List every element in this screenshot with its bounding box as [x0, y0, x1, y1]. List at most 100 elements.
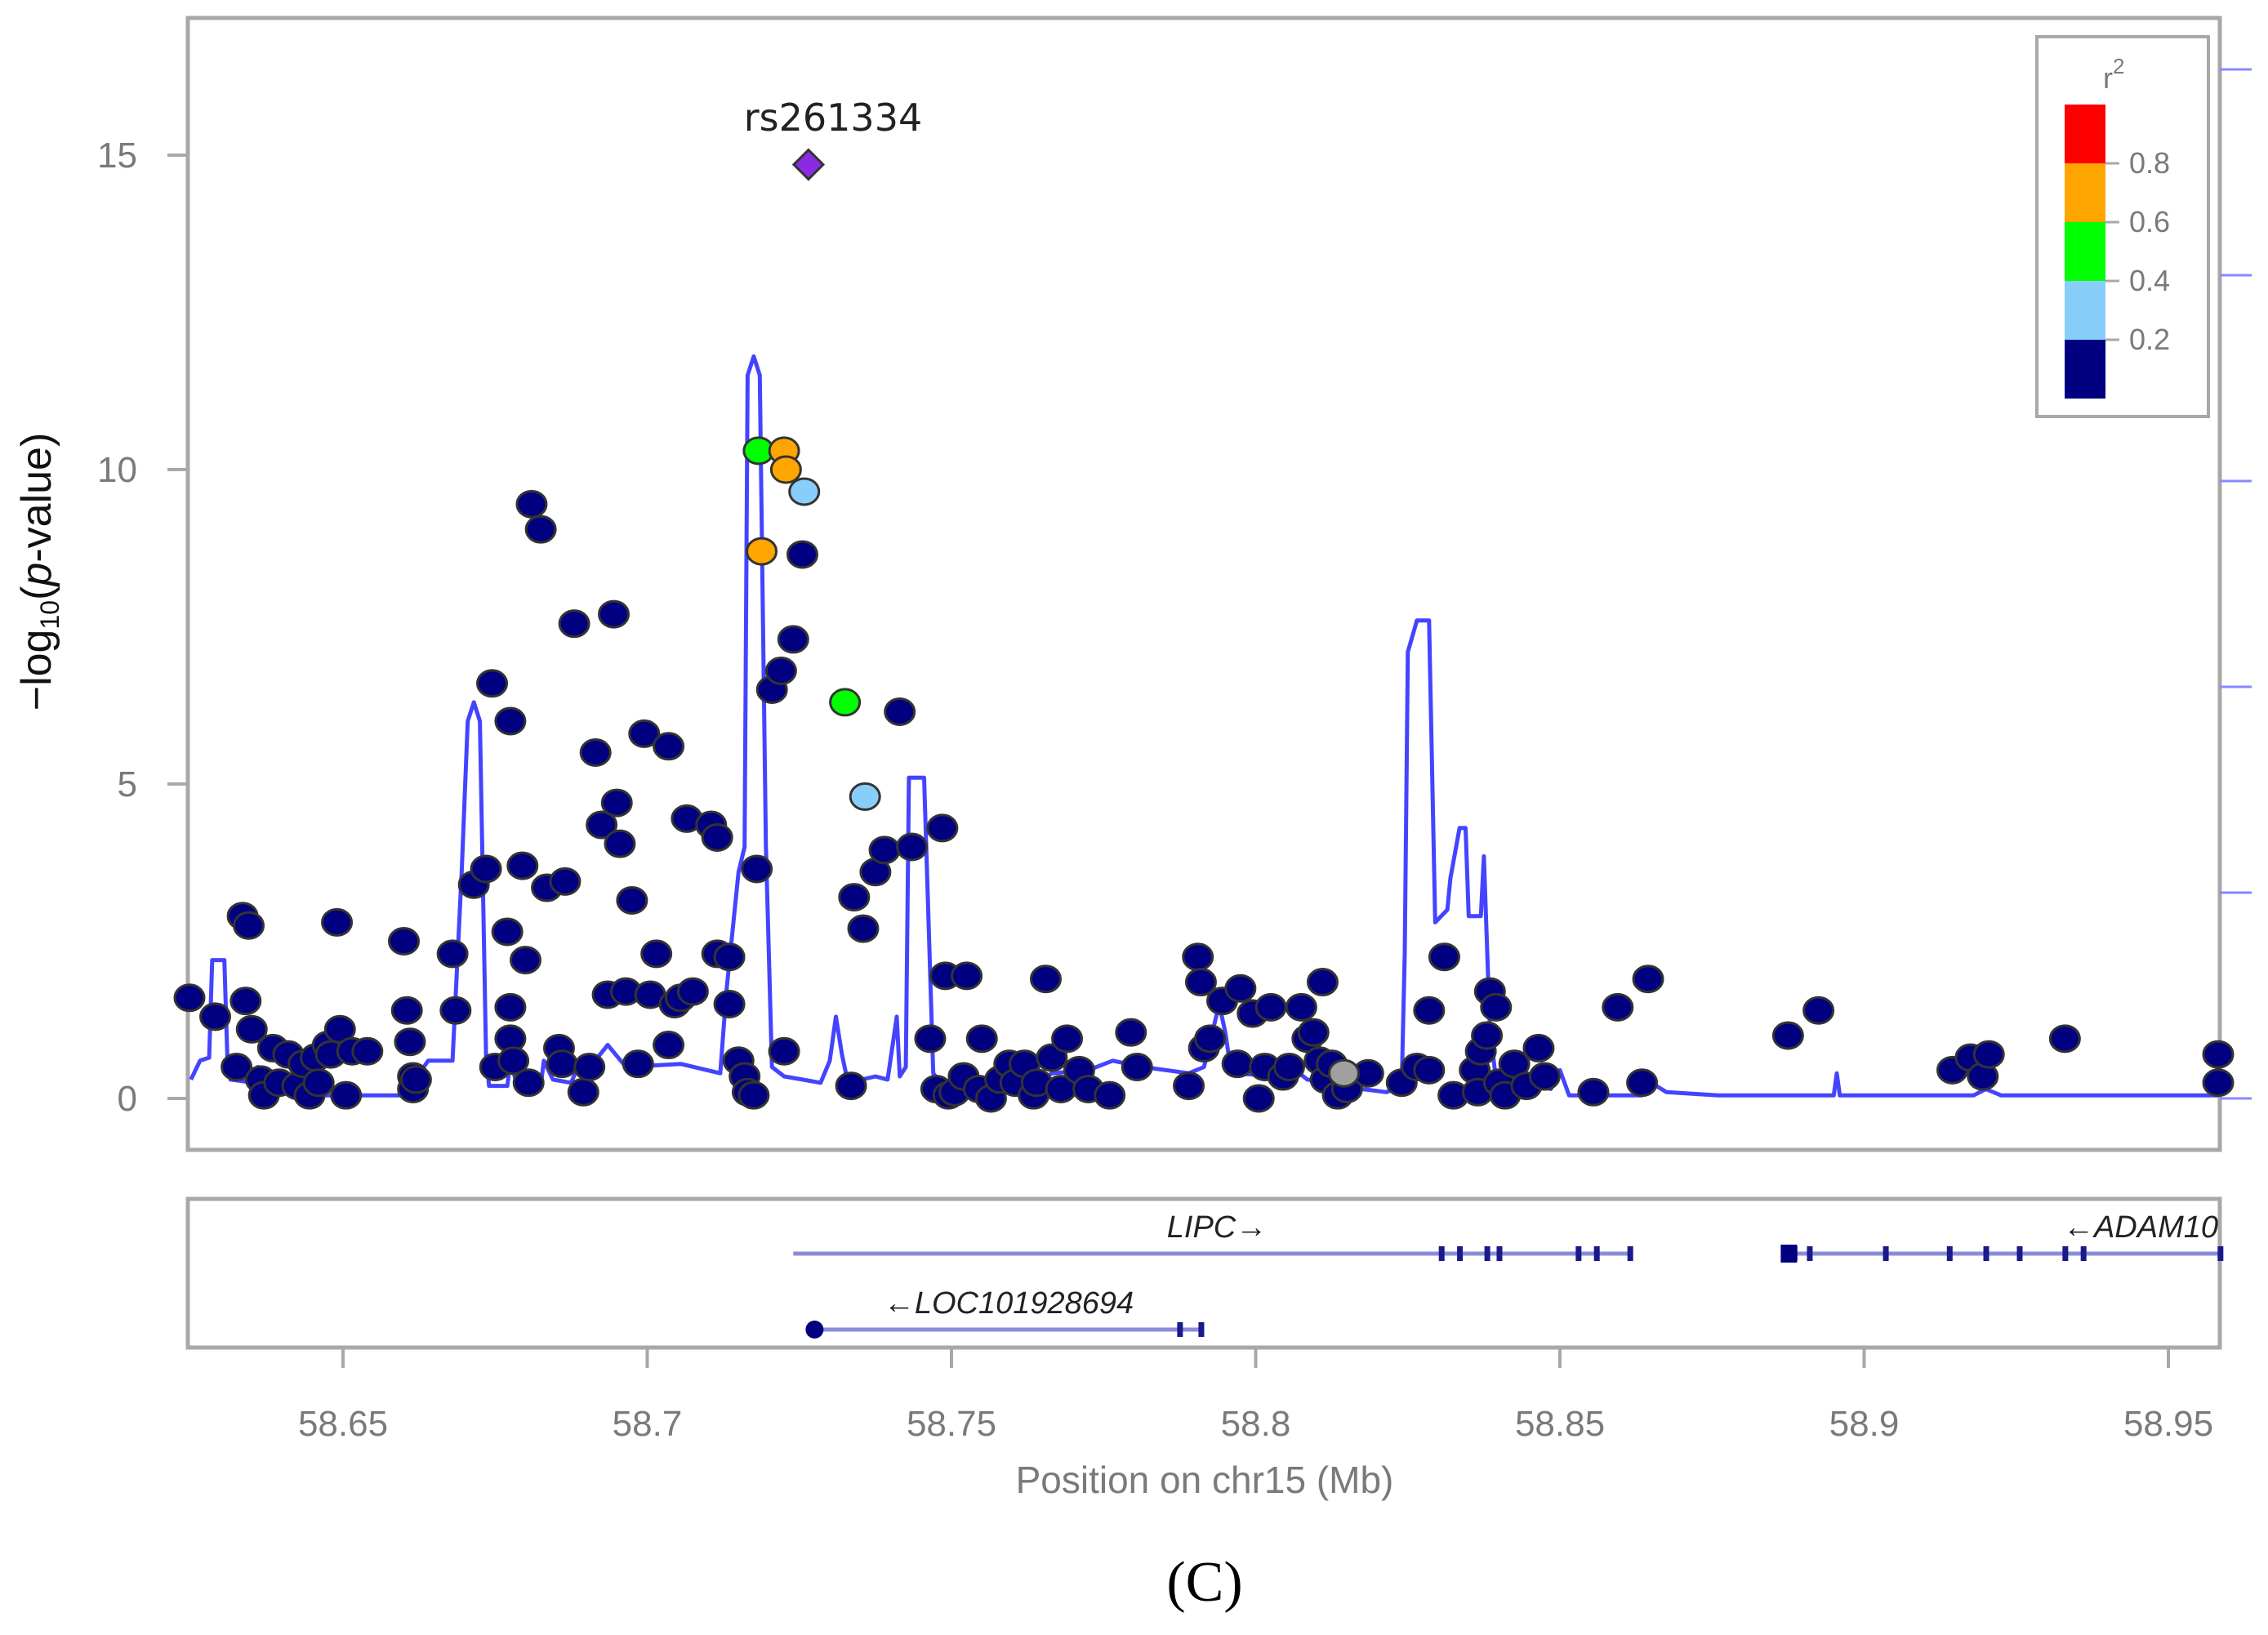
- snp-point: [713, 990, 746, 1018]
- snp-points: [173, 436, 2235, 1113]
- legend-tick-label: 0.2: [2129, 323, 2170, 356]
- snp-point: [1254, 992, 1287, 1022]
- snp-point: [1194, 1024, 1227, 1054]
- snp-point: [713, 942, 746, 972]
- snp-point: [546, 1049, 578, 1079]
- snp-point: [173, 983, 206, 1013]
- snp-point: [768, 1036, 800, 1066]
- snp-point: [1480, 992, 1513, 1022]
- x-tick-label: 58.85: [1515, 1404, 1605, 1444]
- snp-point: [764, 656, 797, 685]
- snp-point: [1522, 1033, 1555, 1063]
- legend-color-bin: [2065, 163, 2105, 222]
- x-tick-label: 58.9: [1829, 1404, 1900, 1444]
- snp-point: [497, 1046, 530, 1076]
- snp-point: [616, 885, 648, 915]
- x-tick-label: 58.8: [1221, 1404, 1291, 1444]
- snp-point: [1577, 1077, 1610, 1107]
- snp-point: [221, 1053, 253, 1081]
- snp-point: [549, 867, 581, 896]
- snp-point: [439, 996, 472, 1025]
- snp-point: [1528, 1062, 1561, 1091]
- snp-point: [1802, 996, 1835, 1025]
- snp-point: [829, 688, 862, 717]
- snp-point: [558, 609, 590, 639]
- y-axis-title: −log10(p-value): [13, 433, 65, 711]
- snp-point: [965, 1024, 998, 1054]
- snp-point: [2048, 1024, 2081, 1054]
- snp-point: [653, 732, 685, 761]
- lead-snp-diamond: [791, 148, 826, 181]
- snp-point: [769, 455, 802, 484]
- snp-point: [1328, 1058, 1361, 1088]
- snp-point: [1094, 1080, 1126, 1110]
- legend-color-bin: [2065, 222, 2105, 281]
- snp-point: [573, 1053, 606, 1081]
- snp-point: [524, 515, 557, 544]
- snp-point: [579, 738, 612, 767]
- legend-color-bin: [2065, 281, 2105, 340]
- gene-label: LIPC→: [1167, 1210, 1267, 1245]
- snp-point: [676, 977, 709, 1006]
- snp-point: [199, 1002, 232, 1031]
- snp-point: [1285, 992, 1317, 1022]
- legend-color-bin: [2065, 340, 2105, 399]
- snp-point: [510, 946, 541, 975]
- legend-tick-label: 0.4: [2129, 264, 2170, 297]
- x-tick-label: 58.95: [2123, 1404, 2213, 1444]
- y-tick-label: 10: [97, 450, 137, 490]
- snp-point: [628, 719, 661, 748]
- snp-point: [567, 1077, 599, 1107]
- snp-point: [394, 1027, 426, 1057]
- snp-point: [1272, 1053, 1305, 1081]
- snp-point: [302, 1068, 335, 1098]
- legend-title: r: [2103, 61, 2113, 95]
- gene-label: ←ADAM10: [2063, 1210, 2218, 1245]
- recombination-rate-line: [189, 354, 2218, 1098]
- snp-point: [737, 1080, 770, 1110]
- snp-point: [476, 669, 509, 698]
- snp-point: [926, 813, 959, 843]
- plot-frame: [185, 16, 2222, 1152]
- lead-snp: [791, 148, 826, 181]
- x-tick-label: 58.7: [613, 1404, 683, 1444]
- snp-point: [1184, 968, 1217, 997]
- snp-point: [1297, 1018, 1330, 1047]
- snp-point: [1051, 1024, 1084, 1054]
- snp-point: [390, 996, 423, 1025]
- snp-point: [849, 782, 881, 811]
- snp-point: [1029, 965, 1062, 994]
- snp-point: [1115, 1018, 1147, 1047]
- snp-point: [1413, 996, 1446, 1025]
- snp-point: [604, 829, 636, 858]
- snp-point: [868, 835, 901, 865]
- snp-point: [1626, 1068, 1659, 1098]
- gene-label: ←LOC101928694: [884, 1286, 1134, 1321]
- x-axis-title: Position on chr15 (Mb): [1016, 1459, 1394, 1501]
- legend-tick-label: 0.6: [2129, 205, 2170, 238]
- legend-tick-label: 0.8: [2129, 146, 2170, 180]
- snp-point: [330, 1080, 363, 1110]
- snp-point: [598, 599, 630, 629]
- x-tick-label: 58.65: [298, 1404, 388, 1444]
- snp-point: [1221, 1049, 1254, 1079]
- snp-point: [701, 822, 733, 852]
- snp-point: [1306, 968, 1339, 997]
- snp-point: [351, 1036, 384, 1066]
- snp-point: [951, 961, 983, 991]
- snp-point: [388, 927, 420, 956]
- snp-point: [399, 1065, 432, 1094]
- svg-text:r2: r2: [2103, 54, 2124, 95]
- snp-point: [600, 788, 633, 818]
- snp-point: [494, 992, 527, 1022]
- snp-point: [914, 1024, 947, 1054]
- snp-point: [1242, 1084, 1275, 1113]
- panel-label: (C): [1166, 1551, 1242, 1614]
- y-tick-label: 5: [118, 764, 137, 804]
- y-axis: 0 5 10 15: [97, 136, 188, 1119]
- x-axis: 58.65 58.7 58.75 58.8 58.85 58.9 58.95: [298, 1348, 2213, 1444]
- snp-point: [229, 987, 262, 1016]
- gene-panel-frame: [185, 1196, 2222, 1350]
- snp-point: [235, 1014, 268, 1044]
